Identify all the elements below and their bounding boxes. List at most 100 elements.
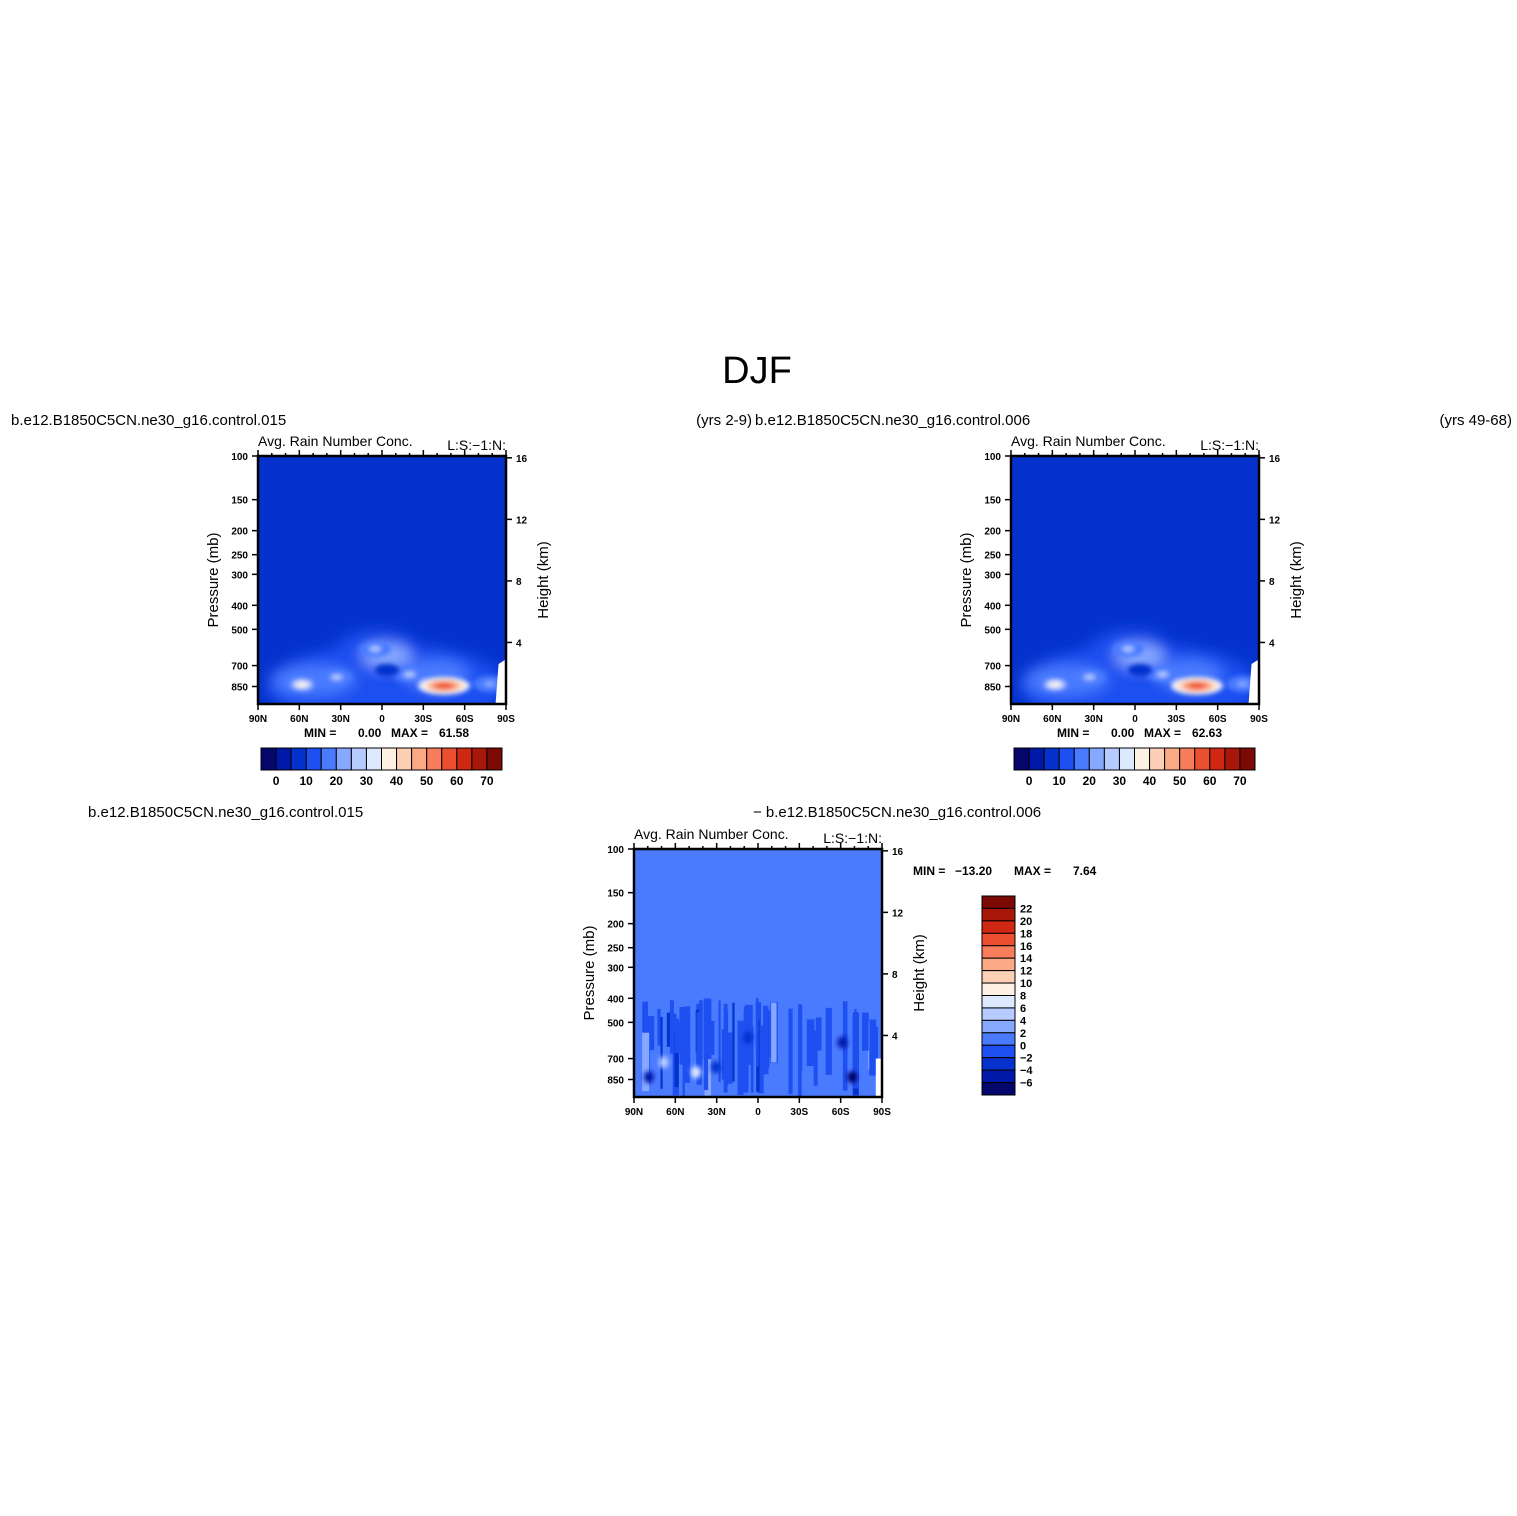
- diff-streak: [684, 1006, 691, 1083]
- colorbar-label: 40: [1143, 774, 1157, 788]
- x-tick-label: 60S: [832, 1107, 850, 1118]
- colorbar-label: 12: [1020, 966, 1032, 978]
- colorbar-box: [1058, 747, 1075, 771]
- y-tick-label: 250: [231, 551, 248, 562]
- y-tick-label: 100: [607, 845, 624, 856]
- max-label: MAX =: [1144, 726, 1181, 740]
- y-right-axis-label: Height (km): [535, 541, 552, 619]
- panel-case2: Avg. Rain Number Conc. L:S:−1:N: 90N 60N 30N…: [958, 433, 1305, 788]
- colorbar-label: 22: [1020, 903, 1032, 915]
- y-tick-label: 850: [607, 1075, 624, 1086]
- diff-left-case-label: b.e12.B1850C5CN.ne30_g16.control.015: [88, 804, 363, 821]
- x-tick-label: 60N: [1043, 714, 1061, 725]
- diff-streak: [815, 1017, 822, 1051]
- colorbar-label: 10: [300, 774, 314, 788]
- field-base: [1020, 630, 1259, 704]
- y-axis-label: Pressure (mb): [958, 532, 975, 627]
- y-tick-label: 500: [984, 625, 1001, 636]
- y-tick-label: 100: [984, 452, 1001, 463]
- colorbar-box: [1209, 747, 1226, 771]
- colorbar-label: 8: [1020, 991, 1026, 1003]
- y-tick-label: 300: [984, 570, 1001, 581]
- y-tick-label: 200: [607, 920, 624, 931]
- diff-streak: [666, 1012, 672, 1047]
- diff-streak: [755, 998, 759, 1067]
- panel-subtitle: L:S:−1:N:: [447, 437, 506, 453]
- x-tick-label: 30N: [1084, 714, 1102, 725]
- colorbar-box: [1088, 747, 1105, 771]
- colorbar-box: [350, 747, 367, 771]
- colorbar-label: 50: [420, 774, 434, 788]
- colorbar-label: 20: [1083, 774, 1097, 788]
- field-blob: [1050, 682, 1060, 687]
- diff-noise: [642, 998, 879, 1097]
- colorbar-box: [981, 895, 1016, 909]
- y-tick-label: 300: [607, 963, 624, 974]
- min-value: 0.00: [1111, 726, 1135, 740]
- colorbar-label: 14: [1020, 953, 1033, 965]
- colorbar-label: 0: [273, 774, 280, 788]
- colorbar-box: [981, 1007, 1016, 1021]
- top-right-case-label: b.e12.B1850C5CN.ne30_g16.control.006: [755, 412, 1030, 429]
- colorbar-label: −2: [1020, 1053, 1033, 1065]
- colorbar-box: [981, 970, 1016, 984]
- colorbar-box: [1134, 747, 1151, 771]
- diff-streak: [825, 1007, 832, 1075]
- colorbar-box: [471, 747, 488, 771]
- diff-streak: [758, 1028, 764, 1086]
- diff-streak: [799, 1005, 803, 1071]
- y-right-axis-label: Height (km): [1288, 541, 1305, 619]
- colorbar-box: [1118, 747, 1135, 771]
- top-right-years-label: (yrs 49-68): [1439, 412, 1512, 429]
- x-tick-label: 30S: [1167, 714, 1185, 725]
- diff-streak: [813, 1030, 818, 1086]
- y-tick-label: 200: [231, 527, 248, 538]
- x-tick-label: 0: [755, 1107, 761, 1118]
- colorbar-box: [981, 1082, 1016, 1096]
- field-blob: [370, 646, 380, 652]
- min-label: MIN =: [304, 726, 336, 740]
- y-tick-label: 500: [607, 1018, 624, 1029]
- field-blob: [1157, 672, 1168, 677]
- max-label: MAX =: [391, 726, 428, 740]
- diff-streak: [739, 1029, 743, 1084]
- colorbar-box: [1043, 747, 1060, 771]
- y-right-tick-label: 8: [892, 970, 898, 981]
- colorbar-box: [981, 995, 1016, 1009]
- max-label: MAX =: [1014, 864, 1051, 878]
- diff-streak: [674, 1030, 679, 1088]
- panel-difference: Avg. Rain Number Conc. L:S:−1:N: 90N 60N 30N…: [581, 826, 1097, 1118]
- field-blob: [1123, 646, 1133, 652]
- contour-field-case2: [1020, 630, 1259, 704]
- y-right-tick-label: 4: [1269, 638, 1275, 649]
- colorbar-label: 10: [1020, 978, 1032, 990]
- colorbar-label: 0: [1026, 774, 1033, 788]
- y-tick-label: 700: [231, 662, 248, 673]
- colorbar-label: 10: [1053, 774, 1067, 788]
- y-tick-label: 300: [231, 570, 248, 581]
- x-tick-label: 90S: [497, 714, 515, 725]
- y-tick-label: 700: [984, 662, 1001, 673]
- contour-field-difference: [642, 998, 882, 1097]
- y-axis-label: Pressure (mb): [581, 925, 598, 1020]
- colorbar-box: [456, 747, 473, 771]
- max-value: 61.58: [439, 726, 469, 740]
- colorbar-label: 18: [1020, 928, 1032, 940]
- field-blob: [331, 674, 342, 680]
- diff-pocket: [658, 1056, 669, 1069]
- y-tick-label: 150: [984, 496, 1001, 507]
- colorbar-box: [1224, 747, 1241, 771]
- colorbar-label: −4: [1020, 1065, 1033, 1077]
- x-tick-label: 60N: [290, 714, 308, 725]
- colorbar-box: [981, 1019, 1016, 1034]
- y-right-tick-label: 12: [892, 908, 904, 919]
- diff-streak: [869, 1019, 877, 1076]
- field-blob: [1237, 681, 1248, 687]
- colorbar-box: [1103, 747, 1120, 771]
- max-value: 62.63: [1192, 726, 1222, 740]
- field-blob: [404, 672, 415, 677]
- x-tick-label: 60N: [666, 1107, 684, 1118]
- panel-subtitle: L:S:−1:N:: [823, 830, 882, 846]
- x-tick-label: 90N: [1002, 714, 1020, 725]
- colorbar-label: 50: [1173, 774, 1187, 788]
